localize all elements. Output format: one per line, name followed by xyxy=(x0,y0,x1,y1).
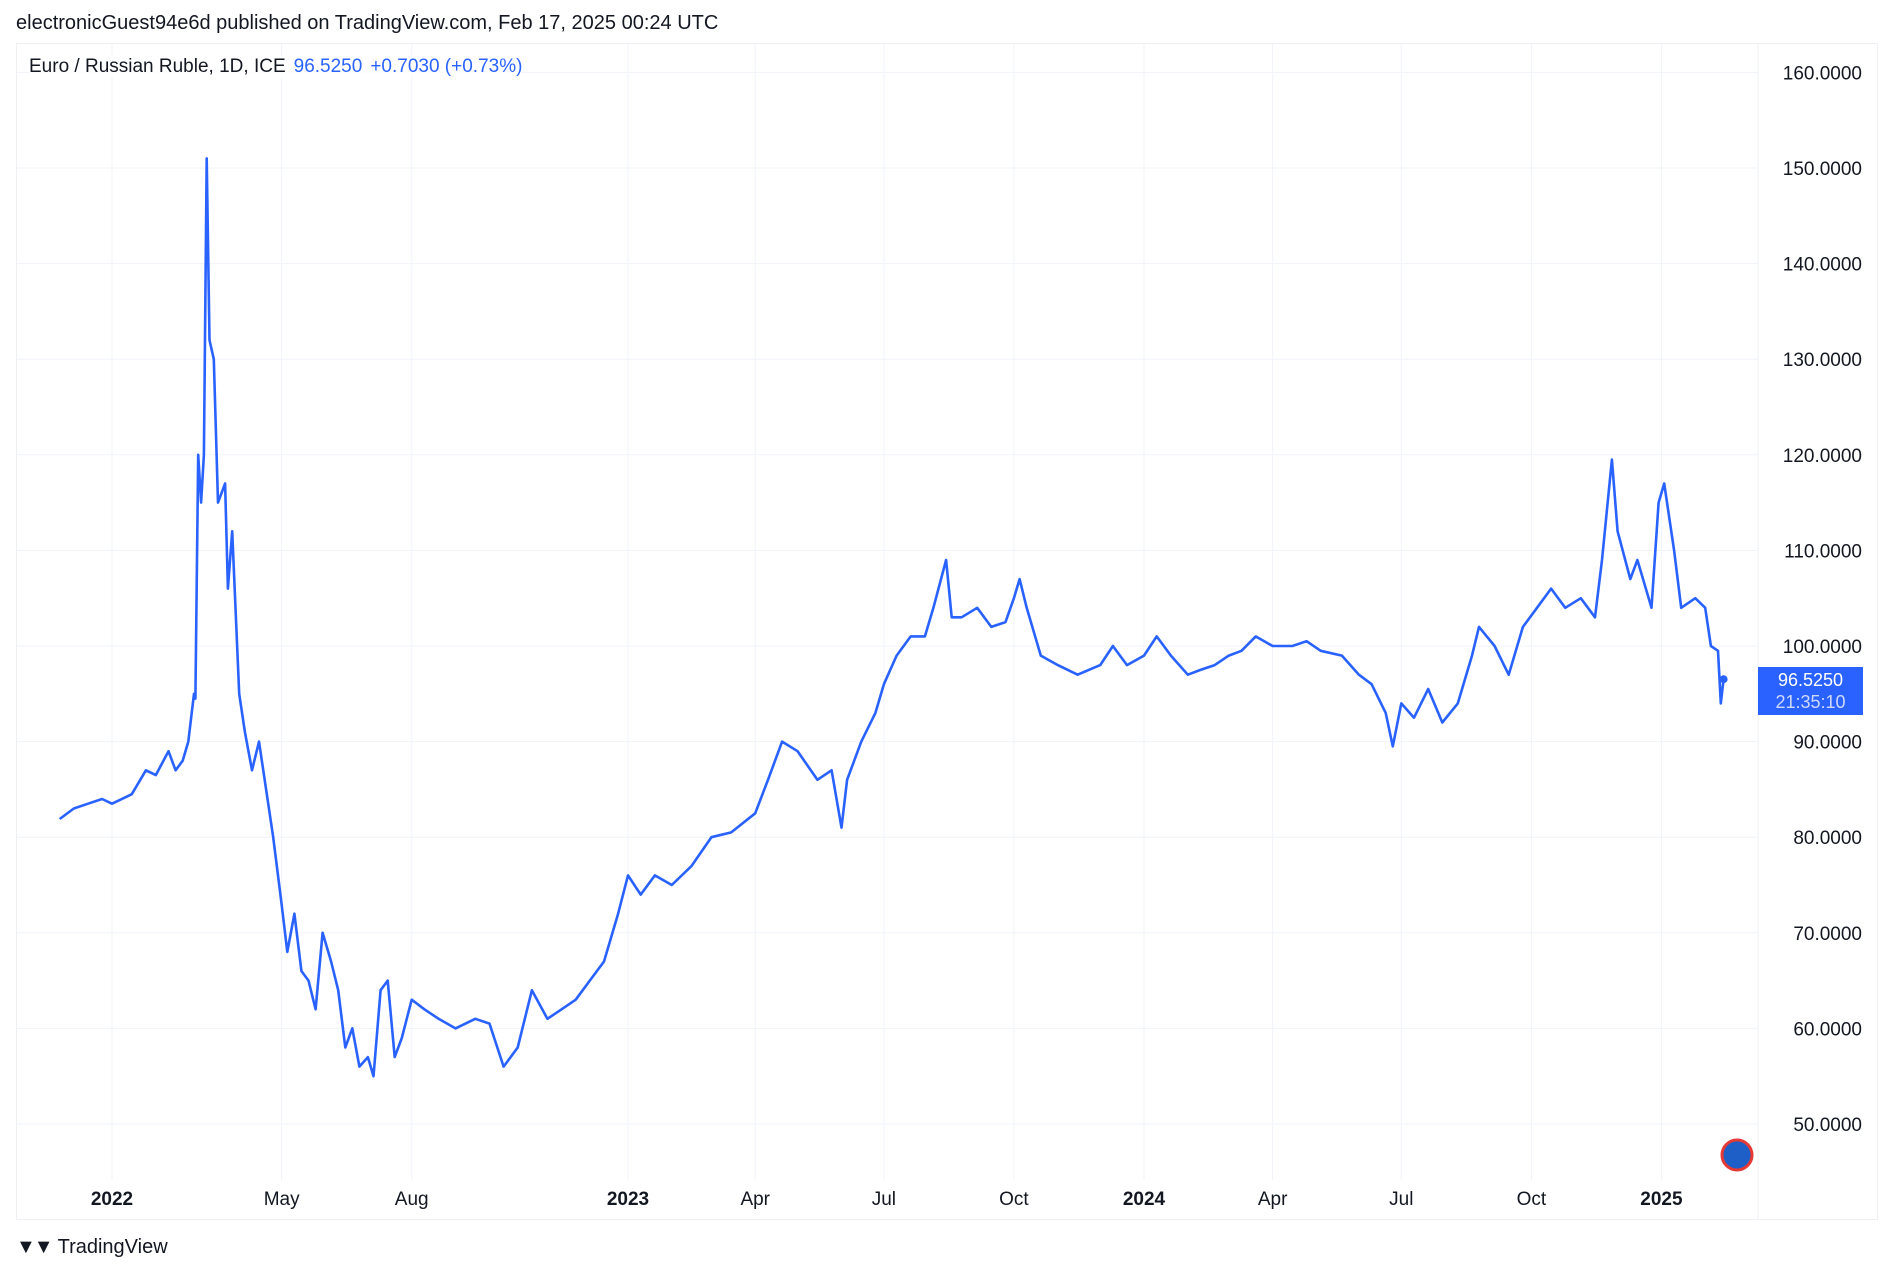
x-tick-label: 2023 xyxy=(607,1189,649,1210)
brand-name: TradingView xyxy=(57,1236,168,1258)
y-tick-label: 140.0000 xyxy=(1783,255,1862,276)
chart-frame[interactable] xyxy=(16,43,1878,1220)
x-tick-label: 2022 xyxy=(91,1189,133,1210)
x-tick-label: 2025 xyxy=(1640,1189,1683,1210)
y-tick-label: 100.0000 xyxy=(1783,637,1862,658)
y-tick-label: 120.0000 xyxy=(1783,446,1862,467)
legend-price: 96.5250 xyxy=(293,56,363,77)
legend-change: +0.7030 (+0.73%) xyxy=(370,56,523,77)
eu-flag-icon xyxy=(1720,1138,1754,1172)
x-tick-label: Apr xyxy=(1258,1189,1288,1210)
y-tick-label: 160.0000 xyxy=(1783,63,1862,84)
tradingview-logo[interactable]: ▼▼ TradingView xyxy=(16,1236,168,1259)
chart-legend: Euro / Russian Ruble, 1D, ICE 96.5250 +0.7… xyxy=(29,56,523,78)
y-tick-label: 50.0000 xyxy=(1793,1115,1862,1136)
y-tick-label: 80.0000 xyxy=(1793,828,1862,849)
y-tick-label: 70.0000 xyxy=(1793,924,1862,945)
x-tick-label: 2024 xyxy=(1123,1189,1166,1210)
x-tick-label: May xyxy=(264,1189,300,1210)
bar-countdown: 21:35:10 xyxy=(1775,692,1846,712)
y-tick-label: 110.0000 xyxy=(1784,541,1862,562)
x-tick-label: Apr xyxy=(740,1189,770,1210)
last-price: 96.5250 xyxy=(1777,670,1844,690)
y-tick-label: 60.0000 xyxy=(1793,1019,1862,1040)
symbol-label[interactable]: Euro / Russian Ruble, 1D, ICE xyxy=(29,56,286,77)
x-tick-label: Oct xyxy=(999,1189,1029,1210)
publish-info: electronicGuest94e6d published on Tradin… xyxy=(16,12,719,34)
last-point-marker xyxy=(1719,675,1728,684)
x-tick-label: Aug xyxy=(395,1189,429,1210)
price-line xyxy=(58,157,1725,1078)
y-tick-label: 150.0000 xyxy=(1783,159,1862,180)
tradingview-logo-icon: ▼▼ xyxy=(16,1236,54,1258)
last-price-tag: 96.5250 21:35:10 xyxy=(1758,667,1863,715)
x-tick-label: Jul xyxy=(872,1189,896,1210)
y-tick-label: 90.0000 xyxy=(1793,733,1862,754)
y-tick-label: 130.0000 xyxy=(1783,350,1862,371)
x-tick-label: Oct xyxy=(1517,1189,1547,1210)
x-tick-label: Jul xyxy=(1389,1189,1413,1210)
